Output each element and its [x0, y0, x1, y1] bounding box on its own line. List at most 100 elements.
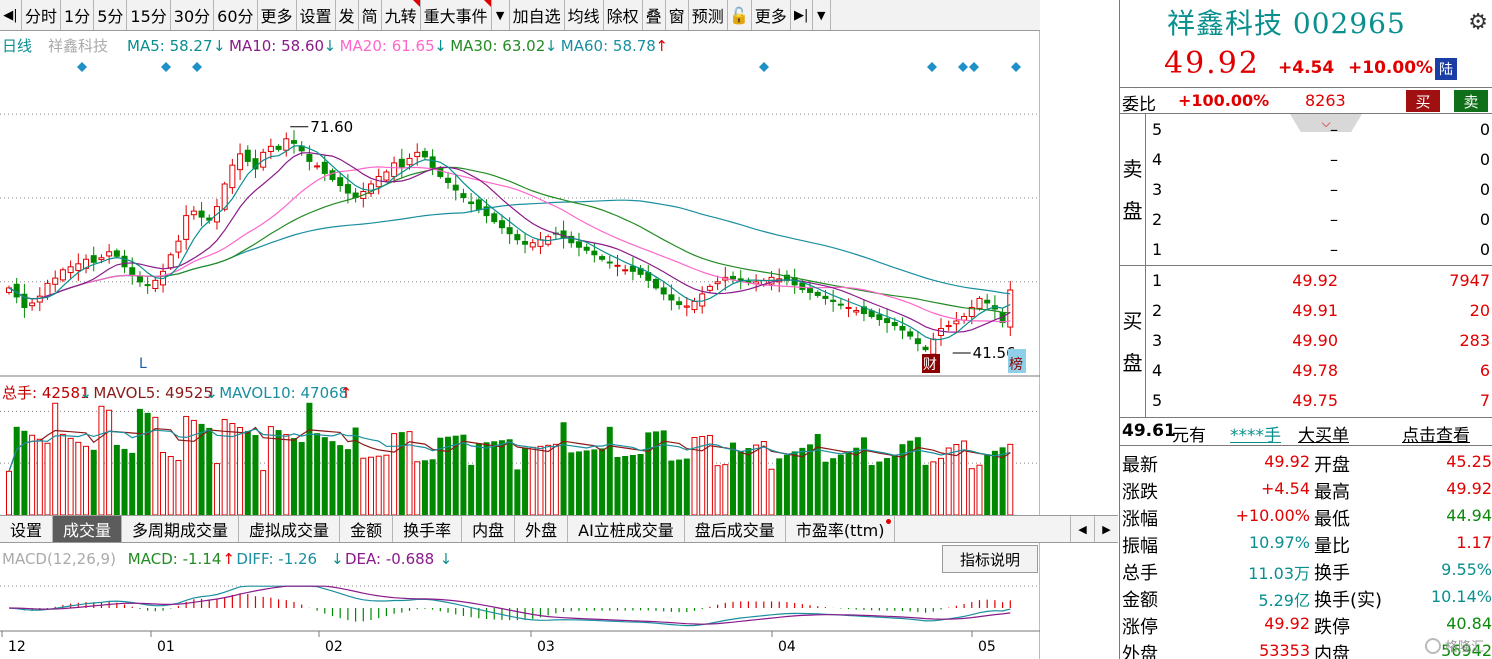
volume-bar — [745, 448, 752, 516]
forecast-button[interactable]: 预测 — [689, 0, 728, 30]
major-events-button[interactable]: 重大事件 — [421, 0, 492, 30]
bid-price: 49.92 — [1292, 271, 1338, 290]
ma-legend-arrow: ↓ — [545, 37, 558, 55]
candle-body — [475, 199, 482, 211]
ask-level-row[interactable]: 3 – 0 — [1148, 176, 1492, 204]
gear-icon[interactable]: ⚙ — [1468, 10, 1488, 35]
candle-body — [891, 322, 898, 327]
bid-level-row[interactable]: 5 49.75 7 — [1148, 387, 1492, 415]
last-bar-button[interactable]: ▶| — [791, 0, 813, 30]
macd-legend-arrow: ↑ — [222, 550, 235, 568]
first-bar-button[interactable]: ◀| — [0, 0, 22, 30]
bid-level-row[interactable]: 2 49.91 20 — [1148, 297, 1492, 325]
timeshare-button[interactable]: 分时 — [22, 0, 62, 30]
finance-badge-label: 财 — [923, 357, 937, 373]
period-5min-button[interactable]: 5分 — [94, 0, 128, 30]
volume-bar — [606, 426, 613, 516]
sell-button[interactable]: 卖 — [1454, 90, 1488, 112]
bid-level-row[interactable]: 1 49.92 7947 — [1148, 267, 1492, 295]
volume-bar — [537, 445, 544, 516]
tab-label: 外盘 — [525, 521, 558, 540]
volume-bar — [699, 435, 706, 516]
volume-bar — [213, 463, 220, 516]
bid-level: 3 — [1152, 331, 1163, 350]
period-label: 日线 — [2, 37, 32, 55]
volume-legend-2: MAVOL5: 49525 — [93, 384, 212, 402]
ask-level-row[interactable]: 1 – 0 — [1148, 236, 1492, 264]
nine-turn-button[interactable]: 九转 — [382, 0, 421, 30]
volume-bar — [868, 465, 875, 516]
buy-button[interactable]: 买 — [1406, 90, 1440, 112]
simple-button[interactable]: 简 — [359, 0, 382, 30]
volume-bar — [113, 444, 120, 516]
lock-button[interactable]: 🔓 — [728, 0, 752, 30]
chevron-down-icon[interactable]: ⌵ — [1290, 114, 1362, 132]
ask-level-row[interactable]: 4 – 0 — [1148, 146, 1492, 174]
tab-volume[interactable]: 成交量 — [53, 516, 123, 542]
candle-body — [876, 314, 883, 321]
big-order-row[interactable]: 49.61 元有 ****手 大买单 点击查看 — [1120, 418, 1492, 446]
stat-row: 涨幅 +10.00% 最低 44.94 — [1120, 503, 1492, 530]
tab-turnover[interactable]: 换手率 — [393, 516, 463, 542]
bid-level-row[interactable]: 4 49.78 6 — [1148, 357, 1492, 385]
ask-price: – — [1330, 180, 1338, 199]
ask-vol: 0 — [1479, 180, 1490, 199]
ask-vol: 0 — [1479, 210, 1490, 229]
candle-body — [175, 240, 182, 253]
period-30min-button[interactable]: 30分 — [171, 0, 215, 30]
chart-background — [0, 31, 1040, 659]
tab-pe-ttm[interactable]: 市盈率(ttm) — [786, 516, 896, 542]
tab-inner[interactable]: 内盘 — [462, 516, 516, 542]
bid-level-row[interactable]: 3 49.90 283 — [1148, 327, 1492, 355]
tab-after-hours-volume[interactable]: 盘后成交量 — [685, 516, 786, 542]
volume-bar — [290, 438, 297, 516]
moving-average-button[interactable]: 均线 — [565, 0, 604, 30]
volume-bar — [768, 468, 775, 516]
volume-bar — [737, 451, 744, 516]
ask-level-row[interactable]: 2 – 0 — [1148, 206, 1492, 234]
more-tools-button[interactable]: 更多 — [752, 0, 791, 30]
tab-virtual-volume[interactable]: 虚拟成交量 — [239, 516, 341, 542]
volume-bar — [183, 415, 190, 516]
toolbar-dropdown-button[interactable]: ▼ — [813, 0, 831, 30]
exchange-badge: 陆 — [1435, 58, 1457, 80]
volume-bar — [267, 426, 274, 516]
tab-ai-volume[interactable]: AI立桩成交量 — [568, 516, 685, 542]
kline-chart-svg[interactable]: 73.2762.1451.02日线祥鑫科技MA5: 58.27↓MA10: 58… — [0, 31, 1091, 659]
candle-body — [506, 227, 513, 235]
volume-legend-1: 总手: 42581 — [2, 384, 90, 402]
overlay-button[interactable]: 叠 — [643, 0, 666, 30]
scroll-right-icon[interactable]: ▶ — [1094, 516, 1118, 542]
candle-body — [329, 170, 336, 180]
period-15min-button[interactable]: 15分 — [127, 0, 171, 30]
candle-body — [290, 140, 297, 144]
events-dropdown-button[interactable]: ▼ — [492, 0, 510, 30]
indicator-help-button[interactable]: 指标说明 — [942, 545, 1038, 573]
scroll-left-icon[interactable]: ◀ — [1070, 516, 1094, 542]
volume-bar — [252, 434, 259, 516]
period-more-button[interactable]: 更多 — [258, 0, 297, 30]
tab-multi-period-volume[interactable]: 多周期成交量 — [122, 516, 240, 542]
big-order-link[interactable]: 点击查看 — [1402, 426, 1470, 446]
period-60min-button[interactable]: 60分 — [214, 0, 258, 30]
ask-level-row[interactable]: 5 – 0 — [1148, 116, 1492, 144]
candle-body — [368, 183, 375, 194]
tab-settings[interactable]: 设置 — [0, 516, 54, 542]
kline-chart-area[interactable]: 73.2762.1451.02日线祥鑫科技MA5: 58.27↓MA10: 58… — [0, 31, 1091, 659]
stat-label: 总手 — [1122, 563, 1158, 584]
period-1min-button[interactable]: 1分 — [61, 0, 95, 30]
volume-bar — [221, 419, 228, 516]
add-watchlist-button[interactable]: 加自选 — [510, 0, 565, 30]
tab-amount[interactable]: 金额 — [340, 516, 394, 542]
order-ratio-label: 委比 — [1122, 95, 1156, 115]
volume-bar — [660, 430, 667, 516]
tab-outer[interactable]: 外盘 — [515, 516, 569, 542]
volume-bar — [406, 431, 413, 516]
settings-button[interactable]: 设置 — [297, 0, 336, 30]
candle-body — [283, 138, 290, 151]
ex-rights-button[interactable]: 除权 — [604, 0, 643, 30]
volume-bar — [914, 437, 921, 516]
publish-button[interactable]: 发 — [336, 0, 359, 30]
watermark: 格隆汇 — [1424, 636, 1484, 655]
window-button[interactable]: 窗 — [666, 0, 689, 30]
